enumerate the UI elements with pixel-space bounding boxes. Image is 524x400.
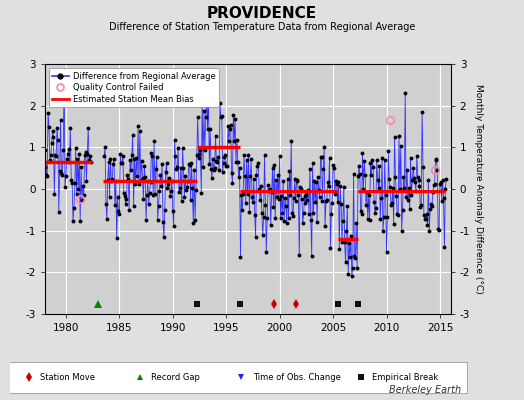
Text: Record Gap: Record Gap (151, 374, 200, 382)
Y-axis label: Monthly Temperature Anomaly Difference (°C): Monthly Temperature Anomaly Difference (… (474, 84, 483, 294)
FancyBboxPatch shape (6, 362, 467, 394)
Text: PROVIDENCE: PROVIDENCE (207, 6, 317, 21)
Text: Time of Obs. Change: Time of Obs. Change (253, 374, 341, 382)
Text: Empirical Break: Empirical Break (373, 374, 439, 382)
Text: Station Move: Station Move (40, 374, 95, 382)
Legend: Difference from Regional Average, Quality Control Failed, Estimated Station Mean: Difference from Regional Average, Qualit… (49, 68, 219, 107)
Text: Berkeley Earth: Berkeley Earth (389, 385, 461, 395)
Text: Difference of Station Temperature Data from Regional Average: Difference of Station Temperature Data f… (109, 22, 415, 32)
